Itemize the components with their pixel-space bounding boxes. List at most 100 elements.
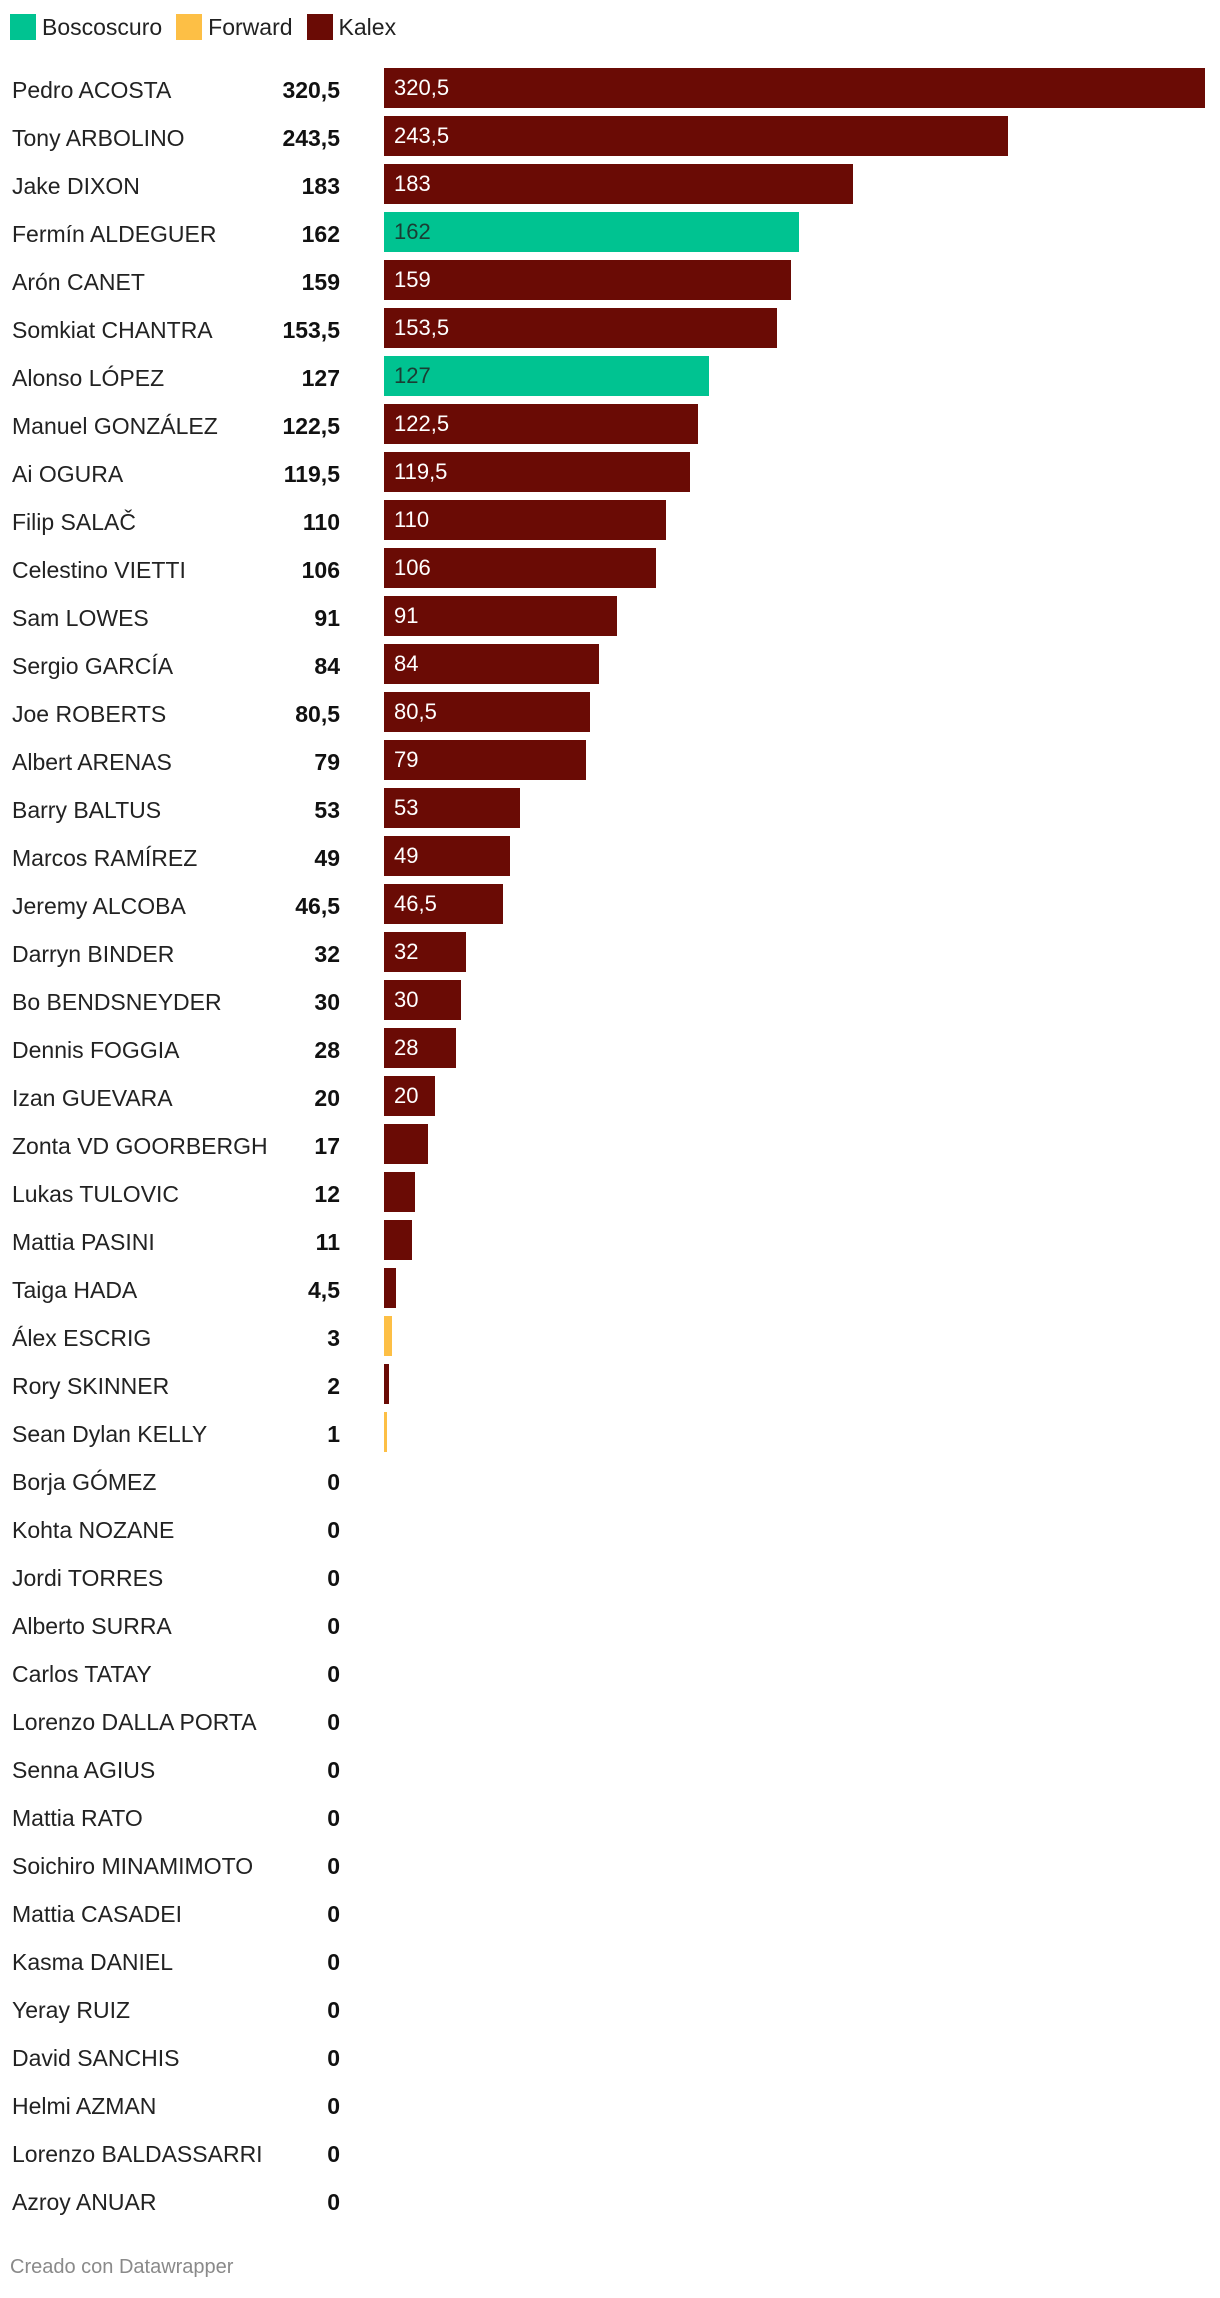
bar: 153,5 <box>384 308 778 348</box>
rider-points: 0 <box>327 1517 340 1543</box>
rider-name: Barry BALTUS <box>12 797 162 823</box>
chart-row: David SANCHIS 0 <box>0 2034 1220 2082</box>
bar-value-label: 80,5 <box>394 699 437 724</box>
bar: 49 <box>384 836 510 876</box>
rider-points: 110 <box>302 509 340 535</box>
bar: 84 <box>384 644 600 684</box>
rider-points: 0 <box>327 2141 340 2167</box>
rider-points: 243,5 <box>282 125 340 151</box>
chart-row: Borja GÓMEZ 0 <box>0 1458 1220 1506</box>
rider-points: 159 <box>301 269 340 295</box>
bar: 28 <box>384 1028 456 1068</box>
chart-row: Izan GUEVARA 20 20 <box>0 1074 1220 1122</box>
rider-name: Mattia CASADEI <box>12 1901 182 1927</box>
rider-name: Joe ROBERTS <box>12 701 167 727</box>
rider-points: 53 <box>314 797 340 823</box>
rider-name: Bo BENDSNEYDER <box>12 989 222 1015</box>
rider-name: Dennis FOGGIA <box>12 1037 180 1063</box>
bar: 91 <box>384 596 618 636</box>
chart-row: Jordi TORRES 0 <box>0 1554 1220 1602</box>
chart-row: Marcos RAMÍREZ 49 49 <box>0 834 1220 882</box>
chart-row: Alonso LÓPEZ 127 127 <box>0 354 1220 402</box>
chart-row: Lorenzo DALLA PORTA 0 <box>0 1698 1220 1746</box>
bar: 122,5 <box>384 404 698 444</box>
chart-row: Mattia PASINI 11 <box>0 1218 1220 1266</box>
rider-points: 162 <box>301 221 340 247</box>
chart-row: Rory SKINNER 2 <box>0 1362 1220 1410</box>
rider-name: Jeremy ALCOBA <box>12 893 186 919</box>
rider-points: 320,5 <box>282 77 340 103</box>
legend-label: Forward <box>208 13 293 40</box>
bar-value-label: 183 <box>394 171 431 196</box>
rider-points: 0 <box>327 1949 340 1975</box>
bar-value-label: 119,5 <box>394 459 448 484</box>
chart-row: Senna AGIUS 0 <box>0 1746 1220 1794</box>
bar-value-label: 320,5 <box>394 75 450 100</box>
rider-points: 0 <box>327 1469 340 1495</box>
chart-row: Barry BALTUS 53 53 <box>0 786 1220 834</box>
rider-name: Borja GÓMEZ <box>12 1469 157 1495</box>
bar: 243,5 <box>384 116 1008 156</box>
rider-points: 0 <box>327 1757 340 1783</box>
rider-name: Alberto SURRA <box>12 1613 172 1639</box>
rider-points: 0 <box>327 1901 340 1927</box>
bar: 183 <box>384 164 853 204</box>
chart-row: Albert ARENAS 79 79 <box>0 738 1220 786</box>
chart-row: Mattia RATO 0 <box>0 1794 1220 1842</box>
rider-name: Arón CANET <box>12 269 145 295</box>
chart-row: Somkiat CHANTRA 153,5 153,5 <box>0 306 1220 354</box>
bar <box>384 1268 396 1308</box>
chart-row: Jeremy ALCOBA 46,5 46,5 <box>0 882 1220 930</box>
chart-row: Pedro ACOSTA 320,5 320,5 <box>0 66 1220 114</box>
rider-points: 1 <box>327 1421 340 1447</box>
chart-row: Tony ARBOLINO 243,5 243,5 <box>0 114 1220 162</box>
bar: 53 <box>384 788 520 828</box>
rider-points: 122,5 <box>282 413 340 439</box>
bar: 119,5 <box>384 452 691 492</box>
chart-row: Zonta VD GOORBERGH 17 <box>0 1122 1220 1170</box>
chart-row: Fermín ALDEGUER 162 162 <box>0 210 1220 258</box>
rider-points: 0 <box>327 1853 340 1879</box>
chart-row: Carlos TATAY 0 <box>0 1650 1220 1698</box>
rider-points: 49 <box>314 845 340 871</box>
chart-row: Yeray RUIZ 0 <box>0 1986 1220 2034</box>
bar <box>384 1124 428 1164</box>
bar-value-label: 46,5 <box>394 891 437 916</box>
bar: 127 <box>384 356 710 396</box>
chart-row: Soichiro MINAMIMOTO 0 <box>0 1842 1220 1890</box>
bar-value-label: 28 <box>394 1035 419 1060</box>
bar: 20 <box>384 1076 436 1116</box>
rider-points: 2 <box>327 1373 340 1399</box>
rider-points: 0 <box>327 1805 340 1831</box>
rider-name: Tony ARBOLINO <box>12 125 185 151</box>
legend-item: Boscoscuro <box>10 14 162 41</box>
bar <box>384 1172 415 1212</box>
rider-points: 28 <box>314 1037 340 1063</box>
bar-value-label: 162 <box>394 219 431 244</box>
rider-name: Mattia RATO <box>12 1805 143 1831</box>
legend-swatch <box>176 14 203 40</box>
rider-name: Marcos RAMÍREZ <box>12 845 198 871</box>
rider-name: Mattia PASINI <box>12 1229 155 1255</box>
legend-swatch <box>306 14 333 40</box>
bar: 159 <box>384 260 792 300</box>
rider-name: Helmi AZMAN <box>12 2093 157 2119</box>
bar: 32 <box>384 932 466 972</box>
rider-name: Kohta NOZANE <box>12 1517 175 1543</box>
rider-name: Izan GUEVARA <box>12 1085 173 1111</box>
rider-name: Senna AGIUS <box>12 1757 156 1783</box>
rider-name: Lorenzo BALDASSARRI <box>12 2141 263 2167</box>
rider-name: Sean Dylan KELLY <box>12 1421 208 1447</box>
rider-points: 20 <box>314 1085 340 1111</box>
chart-row: Mattia CASADEI 0 <box>0 1890 1220 1938</box>
bar-value-label: 159 <box>394 267 431 292</box>
chart-row: Azroy ANUAR 0 <box>0 2178 1220 2226</box>
bar-value-label: 91 <box>394 603 419 628</box>
chart-row: Jake DIXON 183 183 <box>0 162 1220 210</box>
chart-row: Sam LOWES 91 91 <box>0 594 1220 642</box>
rider-points: 79 <box>314 749 340 775</box>
bar-value-label: 79 <box>394 747 419 772</box>
rider-name: Lorenzo DALLA PORTA <box>12 1709 257 1735</box>
rider-points: 80,5 <box>295 701 340 727</box>
bar: 79 <box>384 740 587 780</box>
